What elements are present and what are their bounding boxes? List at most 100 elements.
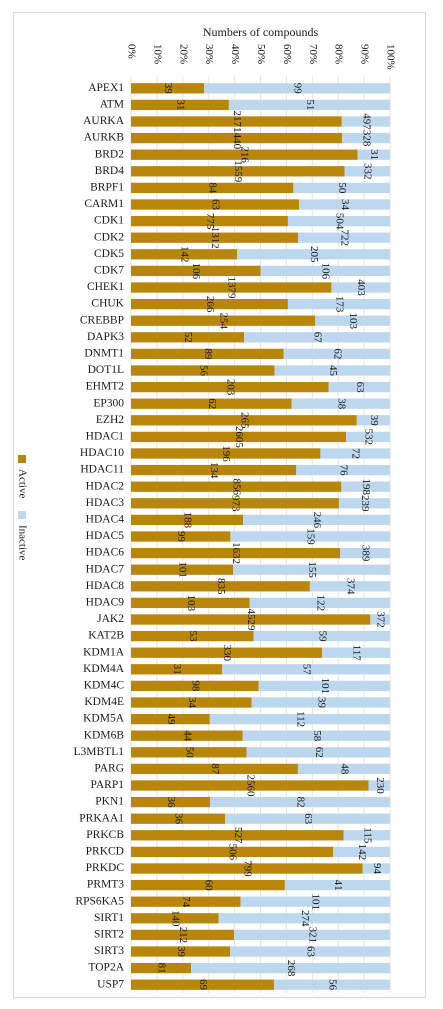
active-value-label: 103	[185, 595, 197, 612]
bar-active-HDAC4	[131, 514, 244, 526]
active-value-label: 775	[204, 213, 216, 230]
category-label: HDAC8	[86, 580, 125, 592]
active-value-label: 60	[202, 880, 214, 892]
bar-active-PRKCD	[131, 846, 334, 858]
inactive-value-label: 62	[313, 747, 325, 758]
category-label: CHUK	[91, 298, 124, 310]
bar-active-CDK1	[131, 215, 288, 227]
category-label: PRKCD	[86, 846, 124, 858]
inactive-value-label: 63	[354, 382, 366, 394]
inactive-value-label: 39	[368, 415, 380, 427]
category-label: HDAC11	[80, 464, 124, 476]
inactive-value-label: 374	[344, 578, 356, 595]
bar-active-KDM4A	[131, 664, 223, 675]
active-value-label: 62	[206, 398, 218, 409]
bar-active-SIRT2	[131, 929, 235, 941]
category-label: CREBBP	[80, 314, 124, 326]
bar-inactive-EP300	[291, 398, 390, 409]
x-tick-label: 10%	[151, 44, 163, 64]
category-label: BRD4	[95, 165, 125, 177]
bar-active-HDAC9	[131, 597, 250, 609]
bar-active-KDM4E	[131, 697, 252, 708]
category-label: CDK7	[94, 265, 124, 277]
bar-active-KDM1A	[131, 647, 323, 658]
bar-active-AURKB	[131, 132, 342, 144]
active-value-label: 101	[177, 561, 189, 578]
bar-inactive-APEX1	[204, 83, 390, 94]
inactive-value-label: 112	[294, 711, 306, 727]
active-value-label: 527	[232, 827, 244, 844]
x-tick-label: 30%	[203, 44, 215, 64]
category-label: HDAC3	[86, 497, 125, 509]
bar-inactive-PARG	[297, 763, 390, 775]
bar-inactive-KDM6B	[242, 730, 390, 741]
active-value-label: 50	[183, 747, 195, 759]
category-label: APEX1	[88, 82, 124, 94]
bar-active-PRMT3	[131, 879, 285, 891]
bar-active-CDK7	[131, 265, 261, 277]
active-value-label: 835	[215, 578, 227, 595]
active-value-label: 254	[218, 312, 230, 329]
category-label: RPS6KA5	[75, 895, 124, 907]
category-label: DAPK3	[87, 331, 124, 343]
active-value-label: 106	[190, 263, 202, 280]
bar-inactive-HDAC1	[346, 431, 390, 443]
category-label: KDM5A	[83, 713, 125, 725]
active-value-label: 196	[220, 445, 232, 462]
bar-active-HDAC6	[131, 547, 341, 559]
active-value-label: 69	[197, 979, 209, 991]
category-label: CDK2	[94, 231, 124, 243]
bar-active-HDAC7	[131, 564, 234, 575]
bar-inactive-PARP1	[368, 780, 390, 791]
inactive-value-label: 82	[294, 797, 306, 808]
active-value-label: 52	[182, 332, 194, 343]
bar-active-HDAC11	[131, 464, 297, 476]
inactive-value-label: 62	[331, 348, 343, 359]
inactive-value-label: 31	[368, 149, 380, 160]
bar-active-HDAC10	[131, 448, 321, 459]
bar-inactive-HDAC8	[309, 581, 390, 592]
bar-active-AURKA	[131, 116, 342, 127]
active-value-label: 203	[224, 379, 236, 396]
bar-inactive-CDK2	[298, 232, 390, 243]
bar-inactive-KAT2B	[253, 630, 390, 642]
bar-active-EP300	[131, 398, 292, 409]
bar-active-ATM	[131, 99, 229, 111]
inactive-value-label: 34	[339, 199, 351, 211]
category-label: EP300	[93, 397, 124, 409]
bar-active-BRD4	[131, 166, 345, 177]
x-tick-label: 60%	[281, 44, 293, 64]
inactive-value-label: 106	[320, 263, 332, 280]
legend-label-active: Active	[16, 469, 28, 498]
active-value-label: 74	[180, 896, 192, 908]
inactive-value-label: 48	[338, 763, 350, 775]
bar-active-APEX1	[131, 83, 205, 94]
active-value-label: 39	[162, 83, 174, 95]
bar-inactive-HDAC11	[296, 464, 390, 476]
category-label: PRKCB	[86, 829, 124, 841]
x-tick-label: 20%	[177, 44, 189, 64]
x-tick-label: 70%	[307, 44, 319, 64]
bar-active-EZH2	[131, 415, 357, 426]
bar-active-DOT1L	[131, 365, 275, 376]
category-label: PRMT3	[87, 879, 124, 891]
bar-inactive-CDK7	[260, 265, 390, 277]
active-value-label: 31	[174, 99, 186, 110]
inactive-value-label: 504	[333, 213, 345, 230]
category-label: KAT2B	[88, 630, 124, 642]
bar-inactive-PRKDC	[362, 863, 390, 874]
bar-active-KDM6B	[131, 730, 243, 741]
bar-inactive-CREBBP	[315, 315, 390, 326]
bar-active-EHMT2	[131, 381, 329, 393]
bar-inactive-SIRT1	[218, 913, 390, 924]
inactive-value-label: 58	[311, 730, 323, 742]
category-label: SIRT2	[94, 929, 124, 941]
active-value-label: 188	[182, 512, 194, 529]
inactive-value-label: 39	[315, 697, 327, 709]
category-label: HDAC7	[86, 563, 125, 575]
bar-inactive-PRKCB	[343, 830, 390, 841]
category-label: KDM4E	[84, 696, 124, 708]
active-value-label: 39	[175, 946, 187, 958]
bar-active-HDAC3	[131, 498, 339, 509]
